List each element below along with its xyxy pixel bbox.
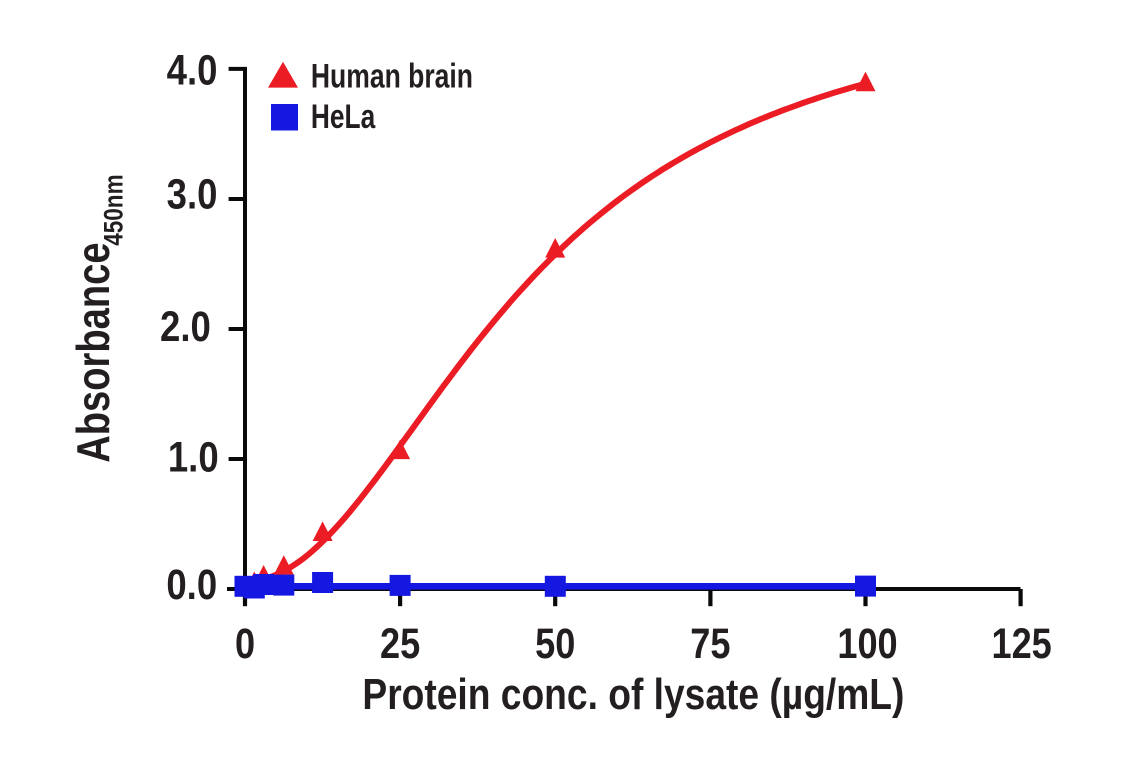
svg-text:50: 50 — [535, 620, 575, 668]
svg-text:25: 25 — [380, 620, 420, 668]
svg-text:Protein conc. of lysate (µg/mL: Protein conc. of lysate (µg/mL) — [362, 670, 904, 719]
svg-text:1.0: 1.0 — [168, 433, 219, 481]
svg-text:0: 0 — [235, 620, 255, 668]
svg-text:4.0: 4.0 — [167, 47, 218, 95]
svg-text:HeLa: HeLa — [311, 98, 376, 136]
svg-text:3.0: 3.0 — [167, 171, 218, 219]
svg-text:100: 100 — [837, 620, 897, 668]
svg-text:2.0: 2.0 — [160, 303, 211, 351]
svg-text:Absorbance: Absorbance — [67, 242, 119, 462]
svg-text:Human brain: Human brain — [311, 58, 473, 96]
svg-text:75: 75 — [690, 620, 730, 668]
svg-text:0.0: 0.0 — [166, 561, 217, 609]
svg-text:125: 125 — [991, 620, 1051, 668]
svg-text:450nm: 450nm — [99, 174, 129, 245]
